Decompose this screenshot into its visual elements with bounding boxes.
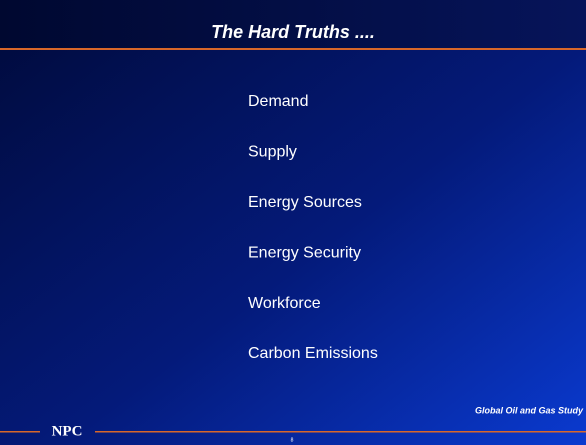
list-item: Demand	[248, 93, 308, 110]
footer-rule-right	[95, 431, 586, 433]
page-number: 8	[291, 437, 294, 443]
header-bar	[0, 0, 586, 48]
list-item: Carbon Emissions	[248, 345, 378, 362]
list-item: Supply	[248, 144, 297, 161]
footer-rule-left	[0, 431, 40, 433]
list-item: Energy Security	[248, 244, 361, 261]
study-name: Global Oil and Gas Study	[475, 405, 584, 415]
list-item: Workforce	[248, 295, 321, 312]
slide-title: The Hard Truths ....	[211, 22, 375, 42]
npc-logo: NPC	[52, 423, 83, 439]
list-item: Energy Sources	[248, 194, 362, 211]
item-list: Demand Supply Energy Sources Energy Securit…	[248, 93, 378, 362]
header-rule	[0, 48, 586, 50]
